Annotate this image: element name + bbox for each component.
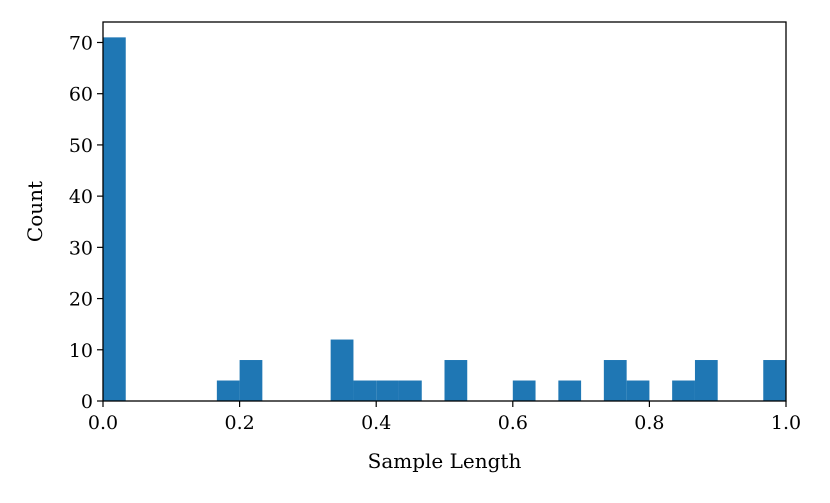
bars-layer (103, 37, 786, 401)
y-axis-label: Count (23, 181, 47, 242)
y-axis-ticks: 0 10 20 30 40 50 60 70 (69, 32, 103, 413)
x-axis-label: Sample Length (368, 449, 522, 473)
x-tick-label: 0.0 (88, 412, 118, 434)
histogram-bar-15 (444, 360, 468, 401)
x-tick-label: 0.8 (634, 412, 664, 434)
y-tick-label: 60 (69, 84, 93, 106)
y-tick-label: 20 (69, 289, 93, 311)
y-tick-label: 50 (69, 135, 93, 157)
histogram-bar-0 (103, 37, 126, 401)
y-tick-label: 0 (81, 391, 93, 413)
histogram-bar-11 (353, 380, 377, 401)
x-tick-label: 0.4 (361, 412, 391, 434)
histogram-bar-26 (694, 360, 718, 401)
y-tick-label: 10 (69, 340, 93, 362)
histogram-bar-5 (216, 380, 240, 401)
x-tick-label: 0.6 (498, 412, 528, 434)
y-tick-label: 40 (69, 186, 93, 208)
x-tick-label: 1.0 (771, 412, 801, 434)
histogram-bar-25 (672, 380, 695, 401)
y-tick-label: 30 (69, 237, 93, 259)
histogram-bar-10 (330, 339, 354, 401)
histogram-bar-18 (512, 380, 536, 401)
histogram-bar-22 (603, 360, 627, 401)
histogram-bar-23 (626, 380, 650, 401)
histogram-bar-6 (239, 360, 263, 401)
plot-frame (102, 21, 787, 402)
histogram-bar-12 (376, 380, 399, 401)
x-axis-ticks: 0.0 0.2 0.4 0.6 0.8 1.0 (88, 401, 801, 434)
histogram-bar-13 (398, 380, 422, 401)
histogram-bar-20 (558, 380, 582, 401)
x-tick-label: 0.2 (224, 412, 254, 434)
y-tick-label: 70 (69, 32, 93, 54)
histogram-bar-29 (763, 360, 786, 401)
